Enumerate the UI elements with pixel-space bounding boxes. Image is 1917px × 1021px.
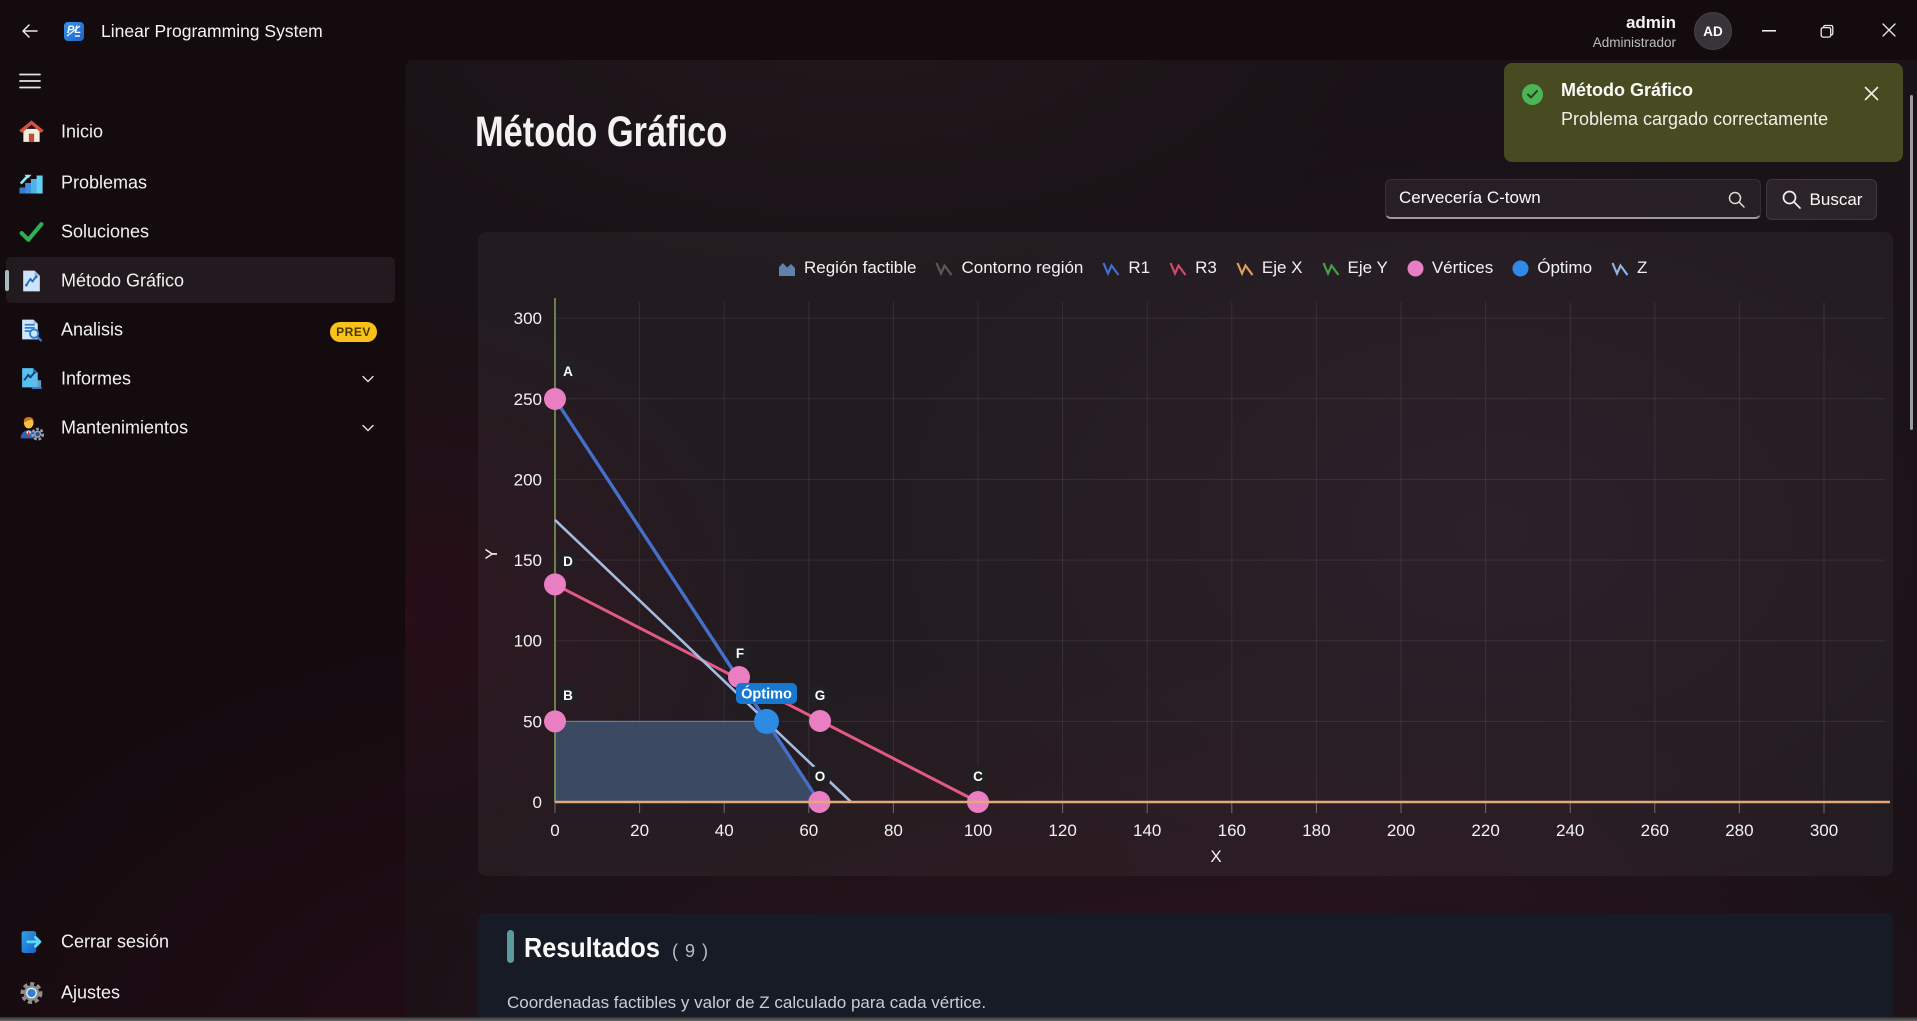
svg-text:Y: Y: [482, 548, 501, 559]
svg-text:280: 280: [1725, 821, 1753, 840]
svg-text:100: 100: [964, 821, 992, 840]
svg-text:180: 180: [1302, 821, 1330, 840]
svg-text:D: D: [563, 554, 573, 569]
svg-text:B: B: [563, 688, 573, 703]
svg-text:160: 160: [1218, 821, 1246, 840]
svg-text:0: 0: [550, 821, 559, 840]
svg-text:220: 220: [1471, 821, 1499, 840]
svg-text:F: F: [736, 646, 744, 661]
svg-text:200: 200: [514, 470, 542, 489]
svg-text:40: 40: [715, 821, 734, 840]
svg-text:Óptimo: Óptimo: [741, 685, 792, 703]
svg-text:150: 150: [514, 551, 542, 570]
svg-text:250: 250: [514, 390, 542, 409]
svg-text:X: X: [1210, 847, 1221, 866]
svg-text:20: 20: [630, 821, 649, 840]
svg-text:100: 100: [514, 632, 542, 651]
svg-text:A: A: [563, 364, 573, 379]
svg-text:G: G: [815, 688, 826, 703]
svg-text:O: O: [815, 769, 826, 784]
svg-text:80: 80: [884, 821, 903, 840]
svg-text:0: 0: [533, 793, 542, 812]
svg-text:C: C: [973, 769, 983, 784]
svg-text:240: 240: [1556, 821, 1584, 840]
svg-text:300: 300: [514, 309, 542, 328]
svg-text:300: 300: [1810, 821, 1838, 840]
svg-text:60: 60: [799, 821, 818, 840]
svg-text:200: 200: [1387, 821, 1415, 840]
svg-text:120: 120: [1048, 821, 1076, 840]
svg-text:260: 260: [1641, 821, 1669, 840]
svg-text:50: 50: [523, 712, 542, 731]
svg-text:140: 140: [1133, 821, 1161, 840]
